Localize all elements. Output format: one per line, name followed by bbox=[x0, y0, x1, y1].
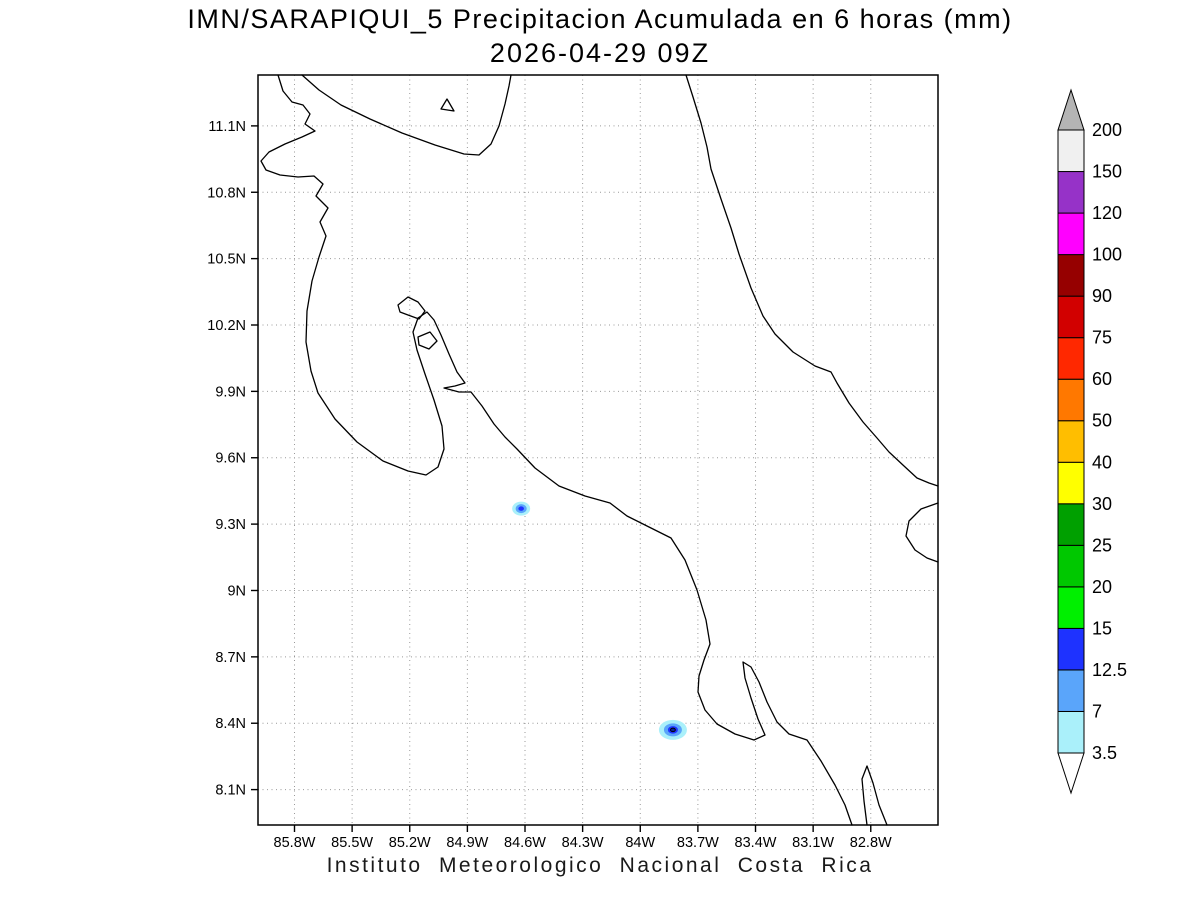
colorbar-label: 150 bbox=[1092, 162, 1122, 182]
axes-layer: 85.8W 85.5W 85.2W 84.9W 84.6W 84.3W 84W 83.7W 83… bbox=[207, 119, 892, 851]
lon-tick-label: 84.6W bbox=[504, 835, 546, 851]
colorbar-label: 50 bbox=[1092, 411, 1112, 431]
lon-tick-label: 84W bbox=[625, 835, 655, 851]
colorbar-cell bbox=[1057, 710, 1085, 754]
colorbar-cell bbox=[1057, 420, 1085, 463]
colorbar-cell bbox=[1057, 503, 1085, 546]
colorbar: 3.5 7 12.5 15 20 25 30 40 50 60 75 90 100 120 150 200 bbox=[1057, 88, 1127, 795]
coastline-pacific bbox=[260, 74, 853, 826]
colorbar-label: 3.5 bbox=[1092, 743, 1117, 763]
colorbar-cell bbox=[1057, 627, 1085, 671]
lat-tick-label: 8.1N bbox=[215, 783, 246, 799]
colorbar-label: 40 bbox=[1092, 452, 1112, 472]
lon-tick-label: 83.7W bbox=[677, 835, 719, 851]
colorbar-bottom-arrow bbox=[1057, 752, 1085, 795]
colorbar-label: 7 bbox=[1092, 701, 1102, 721]
lon-tick-label: 84.9W bbox=[446, 835, 488, 851]
colorbar-label: 120 bbox=[1092, 203, 1122, 223]
lon-tick-label: 85.8W bbox=[274, 835, 316, 851]
colorbar-label: 200 bbox=[1092, 120, 1122, 140]
footer-credit: Instituto Meteorologico Nacional Costa R… bbox=[326, 854, 874, 877]
coastline-bocas-bay bbox=[905, 502, 939, 563]
plot-title-line1: IMN/SARAPIQUI_5 Precipitacion Acumulada … bbox=[187, 4, 1013, 34]
colorbar-label: 20 bbox=[1092, 577, 1112, 597]
colorbar-cell bbox=[1057, 378, 1085, 422]
map-frame bbox=[257, 74, 939, 826]
precip-cell bbox=[670, 727, 676, 733]
colorbar-cell bbox=[1057, 295, 1085, 339]
plot-title: IMN/SARAPIQUI_5 Precipitacion Acumulada … bbox=[0, 4, 1200, 69]
tempisque-estuary bbox=[397, 296, 426, 320]
colorbar-cell bbox=[1057, 337, 1085, 380]
lon-tick-label: 82.8W bbox=[850, 835, 892, 851]
colorbar-cell bbox=[1057, 254, 1085, 297]
colorbar-cell bbox=[1057, 586, 1085, 629]
lat-tick-label: 9.6N bbox=[215, 451, 246, 467]
colorbar-label: 90 bbox=[1092, 286, 1112, 306]
colorbar-cell bbox=[1057, 171, 1085, 214]
lat-tick-label: 9N bbox=[227, 583, 246, 599]
lon-tick-label: 83.4W bbox=[735, 835, 777, 851]
colorbar-label: 100 bbox=[1092, 245, 1122, 265]
lat-tick-label: 8.4N bbox=[215, 716, 246, 732]
lat-tick-label: 9.3N bbox=[215, 517, 246, 533]
colorbar-cell bbox=[1057, 669, 1085, 712]
coastline-caribbean bbox=[685, 74, 939, 487]
colorbar-cell bbox=[1057, 129, 1085, 173]
map-canvas: 85.8W 85.5W 85.2W 84.9W 84.6W 84.3W 84W 83.7W 83… bbox=[207, 74, 939, 851]
plot-title-line2: 2026-04-29 09Z bbox=[489, 38, 711, 68]
lat-tick-label: 10.2N bbox=[207, 318, 246, 334]
colorbar-label: 25 bbox=[1092, 535, 1112, 555]
coastline-layer bbox=[260, 74, 939, 826]
lon-tick-label: 85.5W bbox=[331, 835, 373, 851]
lake-island bbox=[440, 98, 455, 112]
colorbar-cell bbox=[1057, 212, 1085, 256]
lat-tick-label: 10.8N bbox=[207, 185, 246, 201]
precip-cell bbox=[518, 506, 524, 511]
lake-nicaragua-shore bbox=[301, 74, 512, 156]
colorbar-label: 12.5 bbox=[1092, 660, 1127, 680]
colorbar-cell bbox=[1057, 544, 1085, 588]
precipitation-layer bbox=[512, 501, 687, 740]
lat-tick-label: 9.9N bbox=[215, 384, 246, 400]
coastline-burica-east bbox=[861, 765, 888, 826]
lon-tick-label: 85.2W bbox=[389, 835, 431, 851]
lat-tick-label: 11.1N bbox=[208, 119, 246, 135]
colorbar-top-arrow bbox=[1057, 88, 1085, 131]
grid-layer bbox=[258, 75, 938, 825]
lon-tick-label: 84.3W bbox=[562, 835, 604, 851]
colorbar-label: 60 bbox=[1092, 369, 1112, 389]
colorbar-label: 75 bbox=[1092, 328, 1112, 348]
colorbar-cell bbox=[1057, 461, 1085, 505]
colorbar-label: 30 bbox=[1092, 494, 1112, 514]
lon-tick-label: 83.1W bbox=[792, 835, 834, 851]
lat-tick-label: 8.7N bbox=[215, 650, 246, 666]
colorbar-label: 15 bbox=[1092, 618, 1112, 638]
lat-tick-label: 10.5N bbox=[207, 252, 246, 268]
isla-chira bbox=[417, 331, 438, 350]
